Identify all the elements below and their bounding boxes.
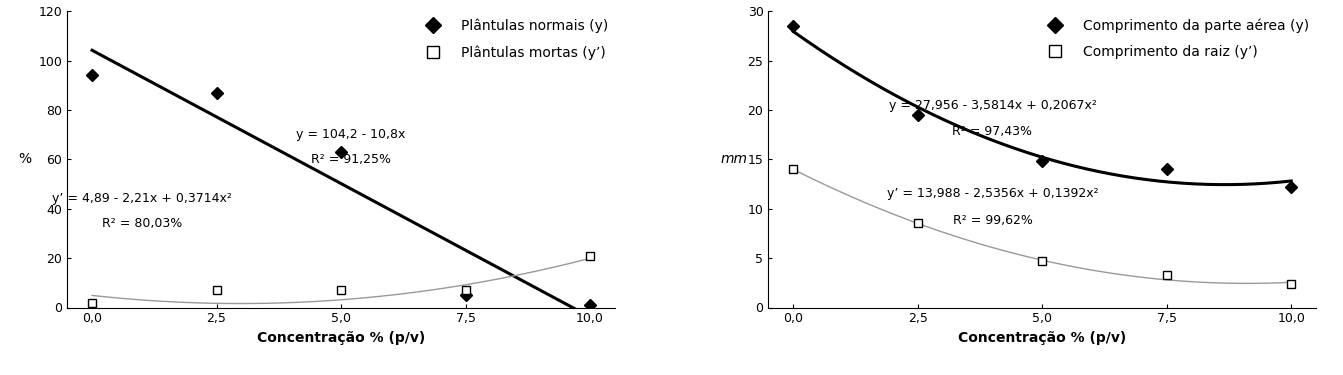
Text: R² = 99,62%: R² = 99,62%	[952, 214, 1033, 227]
Text: y = 27,956 - 3,5814x + 0,2067x²: y = 27,956 - 3,5814x + 0,2067x²	[889, 99, 1096, 112]
Text: y’ = 13,988 - 2,5356x + 0,1392x²: y’ = 13,988 - 2,5356x + 0,1392x²	[886, 188, 1099, 201]
Y-axis label: mm: mm	[720, 152, 747, 166]
Text: y = 104,2 - 10,8x: y = 104,2 - 10,8x	[297, 128, 406, 141]
Text: y’ = 4,89 - 2,21x + 0,3714x²: y’ = 4,89 - 2,21x + 0,3714x²	[52, 192, 232, 206]
X-axis label: Concentração % (p/v): Concentração % (p/v)	[257, 331, 426, 345]
Y-axis label: %: %	[17, 152, 31, 166]
Text: R² = 80,03%: R² = 80,03%	[102, 217, 181, 230]
Text: R² = 97,43%: R² = 97,43%	[952, 125, 1033, 138]
X-axis label: Concentração % (p/v): Concentração % (p/v)	[958, 331, 1127, 345]
Legend: Plântulas normais (y), Plântulas mortas (y’): Plântulas normais (y), Plântulas mortas …	[419, 18, 608, 60]
Legend: Comprimento da parte aérea (y), Comprimento da raiz (y’): Comprimento da parte aérea (y), Comprime…	[1041, 18, 1309, 59]
Text: R² = 91,25%: R² = 91,25%	[312, 153, 391, 166]
